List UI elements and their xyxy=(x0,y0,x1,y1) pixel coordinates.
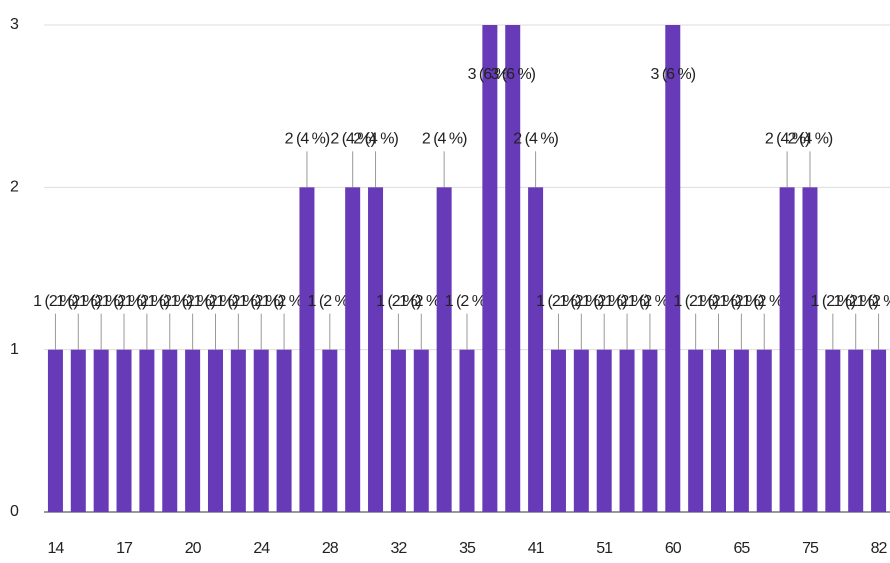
x-tick-label: 65 xyxy=(733,540,750,557)
bar xyxy=(802,187,818,513)
bar xyxy=(642,349,658,512)
data-label: 1 (2 %) xyxy=(811,293,856,310)
x-tick-label: 17 xyxy=(116,540,133,557)
bar xyxy=(688,349,704,512)
data-label: 1 (2 %) xyxy=(308,293,353,310)
bar xyxy=(390,349,406,512)
bar xyxy=(619,349,635,512)
data-label: 1 (2 %) xyxy=(536,293,581,310)
x-tick-label: 20 xyxy=(185,540,202,557)
y-tick-label: 0 xyxy=(10,503,19,520)
data-label: 1 (2 %) xyxy=(125,293,170,310)
data-label: 1 (2 %) xyxy=(216,293,261,310)
x-tick-label: 24 xyxy=(253,540,270,557)
data-label: 2 (4 %) xyxy=(330,131,375,148)
bar xyxy=(756,349,772,512)
y-tick-label: 3 xyxy=(10,16,19,33)
bar xyxy=(299,187,315,513)
data-label: 1 (2 %) xyxy=(193,293,238,310)
data-label: 3 (6 %) xyxy=(650,66,695,83)
bar xyxy=(139,349,155,512)
bar xyxy=(573,349,589,512)
bar xyxy=(825,349,841,512)
data-label: 1 (2 %) xyxy=(742,293,787,310)
x-tick-label: 35 xyxy=(459,540,476,557)
bar xyxy=(505,25,521,512)
bar xyxy=(345,187,361,513)
y-tick-label: 1 xyxy=(10,341,19,358)
bar xyxy=(253,349,269,512)
data-label: 1 (2 %) xyxy=(102,293,147,310)
data-label: 1 (2 %) xyxy=(673,293,718,310)
data-label: 2 (4 %) xyxy=(353,131,398,148)
data-label: 1 (2 %) xyxy=(376,293,421,310)
x-tick-label: 60 xyxy=(665,540,682,557)
data-label: 2 (4 %) xyxy=(422,131,467,148)
bar xyxy=(116,349,132,512)
x-tick-label: 75 xyxy=(802,540,819,557)
data-label: 2 (4 %) xyxy=(285,131,330,148)
x-tick-label: 41 xyxy=(528,540,545,557)
bar xyxy=(779,187,795,513)
bar xyxy=(596,349,612,512)
x-tick-label: 82 xyxy=(871,540,888,557)
data-label: 1 (2 %) xyxy=(56,293,101,310)
data-label: 1 (2 %) xyxy=(33,293,78,310)
bar xyxy=(162,349,178,512)
bar xyxy=(93,349,109,512)
data-label: 1 (2 %) xyxy=(239,293,284,310)
bar xyxy=(322,349,338,512)
bar xyxy=(368,187,384,513)
data-label: 2 (4 %) xyxy=(513,131,558,148)
bar xyxy=(436,187,452,513)
data-label: 1 (2 %) xyxy=(170,293,215,310)
data-label: 1 (2 %) xyxy=(605,293,650,310)
data-label: 1 (2 %) xyxy=(856,293,890,310)
data-label: 1 (2 %) xyxy=(445,293,490,310)
data-label: 1 (2 %) xyxy=(833,293,878,310)
bar xyxy=(207,349,223,512)
bar xyxy=(230,349,246,512)
x-tick-label: 28 xyxy=(322,540,339,557)
bar xyxy=(733,349,749,512)
data-label: 1 (2 %) xyxy=(628,293,673,310)
bar xyxy=(848,349,864,512)
x-tick-label: 14 xyxy=(48,540,65,557)
bar xyxy=(665,25,681,512)
x-tick-label: 32 xyxy=(391,540,408,557)
data-label: 3 (6 %) xyxy=(468,66,513,83)
data-label: 1 (2 %) xyxy=(399,293,444,310)
data-label: 1 (2 %) xyxy=(696,293,741,310)
bar xyxy=(711,349,727,512)
data-label: 1 (2 %) xyxy=(262,293,307,310)
data-label: 2 (4 %) xyxy=(765,131,810,148)
bar xyxy=(550,349,566,512)
y-tick-label: 2 xyxy=(10,179,19,196)
bar xyxy=(47,349,63,512)
x-tick-label: 51 xyxy=(596,540,613,557)
bar xyxy=(459,349,475,512)
bar xyxy=(482,25,498,512)
bar xyxy=(185,349,201,512)
data-label: 3 (6 %) xyxy=(490,66,535,83)
bar xyxy=(528,187,544,513)
data-label: 1 (2 %) xyxy=(582,293,627,310)
data-label: 1 (2 %) xyxy=(719,293,764,310)
bar xyxy=(70,349,86,512)
bar xyxy=(871,349,887,512)
data-label: 1 (2 %) xyxy=(147,293,192,310)
bar xyxy=(413,349,429,512)
bar xyxy=(276,349,292,512)
data-label: 1 (2 %) xyxy=(79,293,124,310)
data-label: 1 (2 %) xyxy=(559,293,604,310)
data-label: 2 (4 %) xyxy=(788,131,833,148)
